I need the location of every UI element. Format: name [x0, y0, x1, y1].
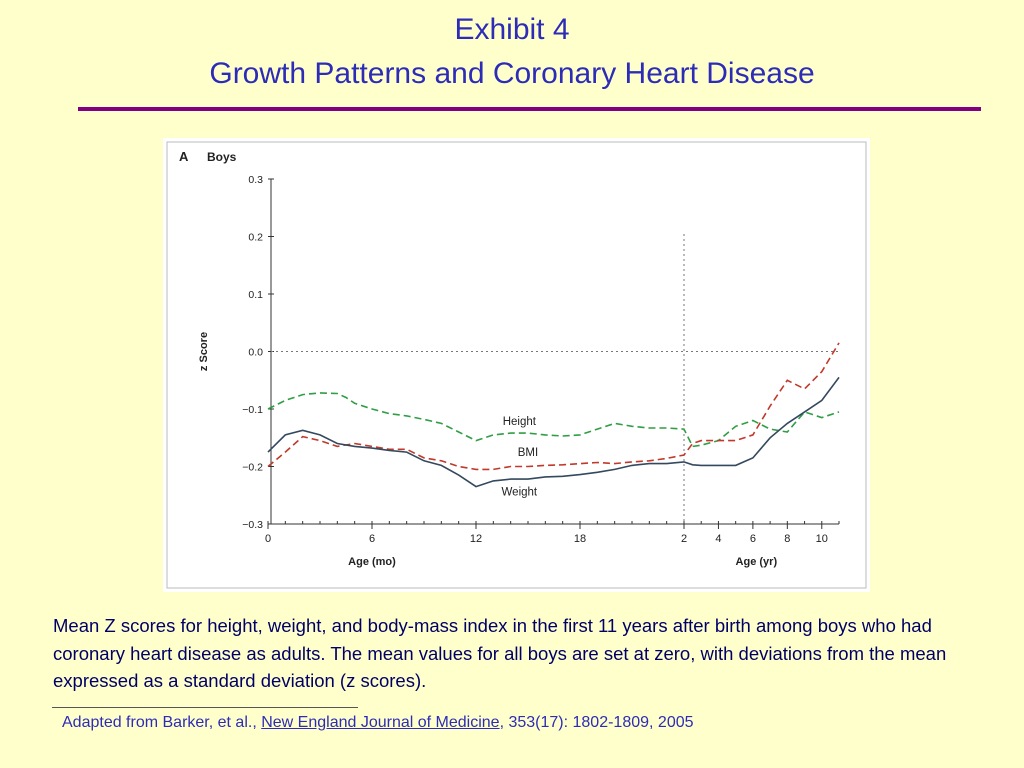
x-tick-label: 2: [681, 533, 687, 545]
chart-figure: A Boys 0.3 0.2 0.1 0.0 −0.1 −0.2 −0.3 z Score 0 6 12…: [163, 138, 870, 592]
series-line-height: [267, 392, 840, 448]
y-tick-label: 0.0: [248, 347, 263, 359]
x-tick-label: 6: [750, 533, 756, 545]
x-axis-label-months: Age (mo): [348, 556, 396, 568]
y-tick-label: −0.3: [242, 519, 263, 531]
series-line-weight: [267, 376, 840, 488]
figure-border: [166, 141, 867, 589]
x-tick-label: 12: [470, 533, 482, 545]
y-axis-label: z Score: [198, 332, 210, 371]
source-prefix: Adapted from Barker, et al.,: [62, 714, 262, 731]
title-divider: [78, 107, 981, 111]
y-tick-label: 0.2: [248, 232, 263, 244]
slide-subtitle: Growth Patterns and Coronary Heart Disea…: [209, 57, 815, 90]
source-citation: Adapted from Barker, et al., New England…: [62, 714, 694, 732]
y-tick-label: −0.2: [242, 462, 263, 474]
x-tick-label: 0: [265, 533, 271, 545]
series-label-bmi: BMI: [518, 447, 538, 459]
series-label-weight: Weight: [502, 486, 538, 498]
source-suffix: , 353(17): 1802-1809, 2005: [499, 714, 694, 731]
figure-caption: Mean Z scores for height, weight, and bo…: [53, 615, 947, 691]
panel-label: A: [179, 149, 189, 164]
footnote-divider: [52, 707, 358, 708]
x-tick-label: 10: [816, 533, 828, 545]
y-tick-label: −0.1: [242, 404, 263, 416]
x-tick-label: 8: [784, 533, 790, 545]
x-tick-label: 6: [369, 533, 375, 545]
y-tick-label: 0.3: [248, 174, 263, 186]
x-tick-label: 18: [574, 533, 586, 545]
slide-title: Exhibit 4: [454, 13, 570, 46]
x-axis-label-years: Age (yr): [736, 556, 778, 568]
line-chart: A Boys 0.3 0.2 0.1 0.0 −0.1 −0.2 −0.3 z Score 0 6 12…: [166, 141, 867, 589]
chart-title: Boys: [207, 150, 237, 164]
series-label-height: Height: [503, 416, 537, 428]
x-tick-label: 4: [715, 533, 721, 545]
series-line-bmi: [267, 342, 840, 471]
journal-link[interactable]: New England Journal of Medicine: [261, 714, 500, 731]
y-tick-label: 0.1: [248, 289, 263, 301]
